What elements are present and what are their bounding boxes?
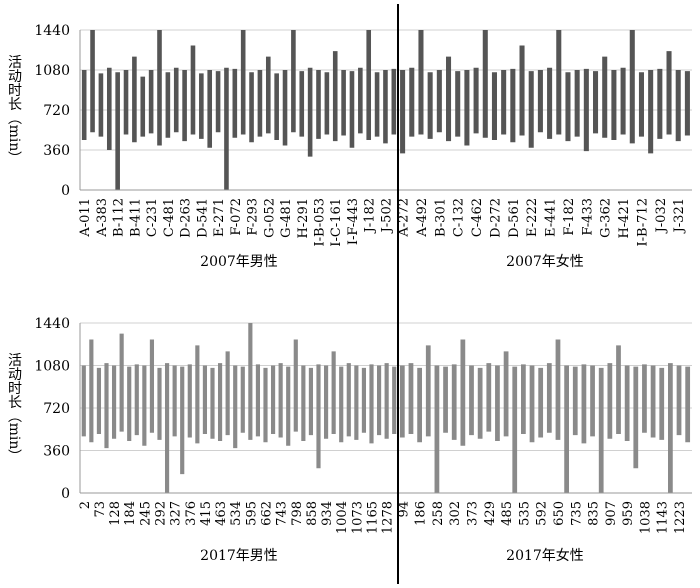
x-tick-label: 835 (587, 501, 602, 526)
y-tick-label: 720 (43, 103, 70, 119)
x-tick-label: 73 (93, 501, 108, 518)
x-tick-label: D-561 (507, 198, 522, 238)
x-tick-label: 94 (396, 501, 411, 518)
x-tick-label: E-222 (525, 198, 540, 237)
y-tick-label: 360 (43, 143, 70, 159)
x-tick-label: J-182 (363, 198, 378, 234)
x-tick-label: A-383 (95, 198, 110, 238)
x-tick-label: J-032 (654, 198, 669, 234)
x-tick-label: 743 (275, 501, 290, 526)
x-tick-label: 907 (604, 501, 619, 526)
x-tick-label: 415 (199, 501, 214, 526)
group-label: 2017年女性 (506, 547, 584, 564)
x-tick-label: 595 (244, 501, 259, 526)
x-tick-label: 650 (552, 501, 567, 526)
group-label: 2017年男性 (200, 548, 278, 564)
x-tick-label: 858 (305, 501, 320, 526)
x-tick-label: C-231 (145, 198, 160, 237)
x-tick-label: I-F-443 (346, 198, 361, 245)
x-tick-label: A-011 (78, 198, 93, 238)
x-tick-label: H-421 (617, 198, 632, 239)
x-tick-label: 186 (414, 501, 429, 526)
group-label: 2007年男性 (200, 254, 278, 270)
x-tick-label: 245 (138, 501, 153, 526)
x-tick-label: 429 (483, 501, 498, 526)
x-tick-label: 959 (621, 501, 636, 526)
y-tick-label: 360 (43, 444, 70, 460)
y-tick-label: 1080 (34, 63, 70, 79)
x-tick-label: 1223 (673, 501, 688, 534)
x-tick-label: 534 (229, 501, 244, 526)
x-tick-label: G-362 (599, 198, 614, 238)
x-tick-label: J-321 (672, 198, 687, 234)
x-tick-label: F-433 (580, 198, 595, 236)
y-tick-label: 1080 (34, 359, 70, 375)
x-tick-label: 373 (466, 501, 481, 526)
x-tick-label: 463 (214, 501, 229, 526)
x-tick-label: A-272 (397, 198, 412, 238)
x-tick-label: B-411 (128, 198, 143, 237)
y-tick-label: 1440 (34, 316, 70, 332)
x-tick-label: D-541 (195, 198, 210, 238)
x-tick-label: 327 (169, 501, 184, 526)
x-tick-label: 1038 (638, 501, 653, 534)
x-tick-label: 535 (517, 501, 532, 526)
x-tick-label: C-481 (162, 198, 177, 237)
x-tick-label: 1165 (366, 501, 381, 534)
x-tick-label: B-112 (112, 198, 127, 237)
x-tick-label: 1143 (656, 501, 671, 534)
x-tick-label: E-271 (212, 198, 227, 237)
x-tick-label: 292 (154, 501, 169, 526)
y-tick-label: 0 (61, 183, 70, 199)
x-tick-label: D-272 (488, 198, 503, 238)
y-tick-label: 1440 (34, 23, 70, 39)
x-tick-label: 735 (569, 501, 584, 526)
group-label: 2007年女性 (506, 253, 584, 270)
x-tick-label: 376 (184, 501, 199, 526)
x-tick-label: E-441 (544, 198, 559, 237)
x-tick-label: 2 (78, 501, 93, 509)
x-tick-label: J-502 (379, 198, 394, 234)
y-axis-label: 活动时长（min） (6, 55, 22, 166)
x-tick-label: 184 (123, 501, 138, 526)
x-tick-label: C-132 (452, 198, 467, 237)
x-tick-label: F-293 (246, 198, 261, 236)
x-tick-label: I-C-161 (329, 198, 344, 247)
x-tick-label: I-B-053 (313, 198, 328, 247)
x-tick-label: 1073 (350, 501, 365, 534)
x-tick-label: 592 (535, 501, 550, 526)
x-tick-label: 798 (290, 501, 305, 526)
y-tick-label: 0 (61, 486, 70, 502)
x-tick-label: 128 (108, 501, 123, 526)
y-axis-label: 活动时长（min） (6, 353, 22, 464)
x-tick-label: 1278 (381, 501, 396, 534)
x-tick-label: 1004 (335, 501, 350, 534)
x-tick-label: F-182 (562, 198, 577, 236)
y-tick-label: 720 (43, 401, 70, 417)
x-tick-label: D-263 (179, 198, 194, 238)
x-tick-label: 934 (320, 501, 335, 526)
x-tick-label: G-052 (262, 198, 277, 238)
x-tick-label: C-462 (470, 198, 485, 237)
x-tick-label: 662 (260, 501, 275, 526)
x-tick-label: 258 (431, 501, 446, 526)
x-tick-label: G-481 (279, 198, 294, 238)
x-tick-label: F-072 (229, 198, 244, 236)
x-tick-label: A-492 (415, 198, 430, 238)
x-tick-label: H-291 (296, 198, 311, 239)
x-tick-label: 485 (500, 501, 515, 526)
x-tick-label: I-B-712 (635, 198, 650, 247)
x-tick-label: 302 (448, 501, 463, 526)
x-tick-label: B-301 (433, 198, 448, 237)
